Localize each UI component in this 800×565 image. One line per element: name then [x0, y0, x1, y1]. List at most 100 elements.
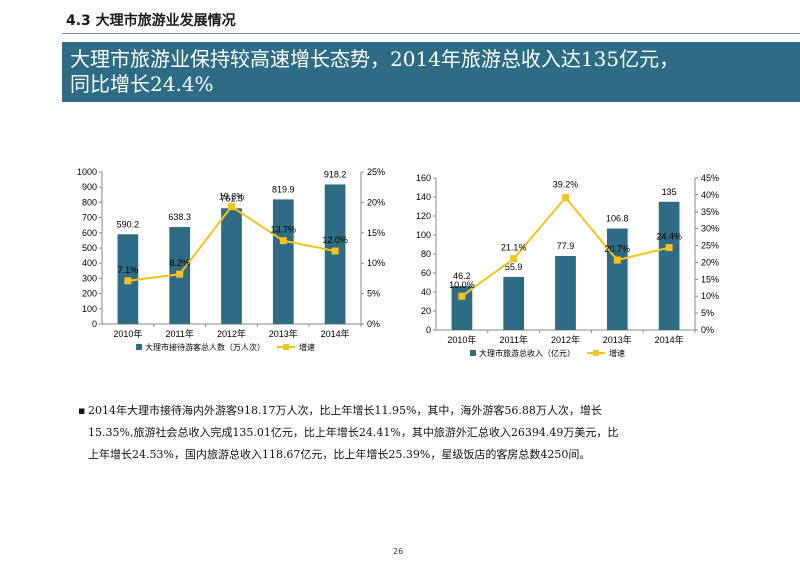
left-tick-label: 400: [82, 258, 97, 268]
growth-point: [665, 244, 673, 252]
x-tick-label: 2014年: [655, 334, 684, 345]
left-tick-label: 40: [421, 287, 431, 297]
right-tick-label: 30%: [701, 224, 719, 234]
bar-value-label: 819.9: [272, 184, 295, 194]
growth-point: [279, 237, 287, 245]
x-tick-label: 2011年: [166, 328, 194, 339]
x-tick-label: 2012年: [217, 328, 246, 339]
bar-value-label: 590.2: [117, 219, 140, 229]
section-title: 4.3 大理市旅游业发展情况: [66, 13, 236, 29]
growth-point: [176, 270, 184, 278]
bar: [658, 201, 680, 330]
x-tick-label: 2010年: [113, 328, 142, 339]
x-tick-label: 2013年: [603, 334, 632, 345]
bar: [555, 255, 576, 330]
x-tick-label: 2010年: [447, 334, 476, 345]
growth-point: [331, 247, 339, 255]
left-tick-label: 100: [82, 304, 97, 314]
left-tick-label: 600: [82, 228, 97, 238]
bar-value-label: 46.2: [453, 271, 471, 281]
bar: [451, 286, 473, 330]
growth-point: [562, 194, 569, 202]
left-tick-label: 1000: [77, 167, 97, 177]
bar: [503, 276, 525, 330]
right-tick-label: 5%: [367, 289, 380, 299]
growth-value-label: 19.3%: [219, 192, 245, 202]
growth-point: [124, 277, 132, 285]
x-tick-label: 2013年: [269, 328, 298, 339]
page-number: 26: [393, 547, 404, 556]
bar-value-label: 135: [662, 187, 677, 197]
growth-value-label: 8.2%: [169, 258, 190, 268]
left-tick-label: 60: [421, 268, 431, 278]
bar-value-label: 638.3: [168, 212, 191, 222]
right-tick-label: 25%: [367, 167, 385, 177]
right-tick-label: 5%: [701, 308, 714, 318]
bar: [272, 199, 294, 324]
legend-bar-label: 大理市接待游客总人数（万人次）: [145, 342, 265, 352]
right-tick-label: 10%: [701, 291, 719, 301]
bullet-marker: ▪: [78, 404, 86, 417]
growth-point: [228, 203, 235, 211]
growth-point: [613, 256, 621, 264]
left-tick-label: 0: [92, 319, 97, 329]
right-tick-label: 40%: [701, 190, 719, 200]
left-tick-label: 80: [421, 249, 431, 259]
growth-value-label: 39.2%: [553, 180, 579, 190]
right-tick-label: 0%: [701, 325, 714, 335]
x-tick-label: 2014年: [321, 328, 350, 339]
headline-banner: 大理市旅游业保持较高速增长态势，2014年旅游总收入达135亿元， 同比增长24…: [62, 42, 800, 102]
left-tick-label: 700: [82, 213, 97, 223]
right-tick-label: 20%: [367, 197, 385, 207]
left-tick-label: 160: [416, 173, 431, 183]
left-tick-label: 20: [421, 306, 431, 316]
growth-value-label: 12.0%: [322, 235, 348, 245]
growth-value-label: 20.7%: [605, 244, 631, 254]
x-tick-label: 2011年: [500, 334, 528, 345]
bar-value-label: 106.8: [606, 214, 629, 224]
right-tick-label: 35%: [701, 207, 719, 217]
headline-line-1: 大理市旅游业保持较高速增长态势，2014年旅游总收入达135亿元，: [70, 47, 680, 71]
growth-point: [458, 292, 466, 300]
growth-value-label: 24.4%: [656, 232, 682, 242]
left-tick-label: 200: [82, 289, 97, 299]
headline-text: 大理市旅游业保持较高速增长态势，2014年旅游总收入达135亿元， 同比增长24…: [70, 47, 790, 97]
left-tick-label: 120: [416, 211, 431, 221]
section-divider: [62, 33, 800, 34]
summary-paragraph: ▪ 2014年大理市接待海内外游客918.17万人次，比上年增长11.95%，其…: [78, 400, 728, 466]
right-tick-label: 45%: [701, 173, 719, 183]
bar-value-label: 761.5: [220, 193, 243, 203]
growth-value-label: 13.7%: [271, 225, 297, 235]
headline-line-2: 同比增长24.4%: [70, 72, 214, 96]
bar-value-label: 55.9: [505, 262, 523, 272]
legend-line-marker: [283, 344, 289, 350]
summary-line-1: 2014年大理市接待海内外游客918.17万人次，比上年增长11.95%，其中，…: [88, 404, 602, 417]
legend-line-label: 增速: [299, 342, 315, 352]
revenue-chart: 0 20 40 60 80 100 120 140 160 0% 5% 10% 15% 20% 25% 30%…: [416, 173, 719, 358]
right-tick-label: 15%: [367, 228, 385, 238]
left-tick-label: 800: [82, 197, 97, 207]
right-tick-label: 20%: [701, 257, 719, 267]
left-tick-label: 300: [82, 273, 97, 283]
visitors-chart: 0 100 200 300 400 500 600 700 800 900 1000 0% 5% 10% 1…: [77, 167, 385, 352]
left-tick-label: 0: [426, 325, 431, 335]
legend-line-label: 增速: [609, 348, 625, 358]
x-tick-label: 2012年: [551, 334, 580, 345]
left-tick-label: 100: [416, 230, 431, 240]
growth-value-label: 7.1%: [118, 265, 139, 275]
legend-bar-label: 大理市旅游总收入（亿元）: [479, 348, 575, 358]
right-tick-label: 0%: [367, 319, 380, 329]
left-tick-label: 900: [82, 182, 97, 192]
growth-value-label: 10.0%: [449, 280, 475, 290]
bar-value-label: 918.2: [324, 169, 347, 179]
growth-value-label: 21.1%: [501, 243, 527, 253]
legend-bar-swatch: [136, 344, 142, 350]
left-tick-label: 140: [416, 192, 431, 202]
bar-value-label: 77.9: [557, 241, 575, 251]
legend-line-marker: [593, 350, 599, 356]
legend-bar-swatch: [470, 350, 476, 356]
bar: [221, 208, 242, 324]
growth-point: [510, 255, 518, 263]
summary-line-3: 上年增长24.53%，国内旅游总收入118.67亿元，比上年增长25.39%，星…: [88, 448, 591, 461]
summary-line-2: 15.35%,旅游社会总收入完成135.01亿元，比上年增长24.41%，其中旅…: [88, 426, 619, 439]
